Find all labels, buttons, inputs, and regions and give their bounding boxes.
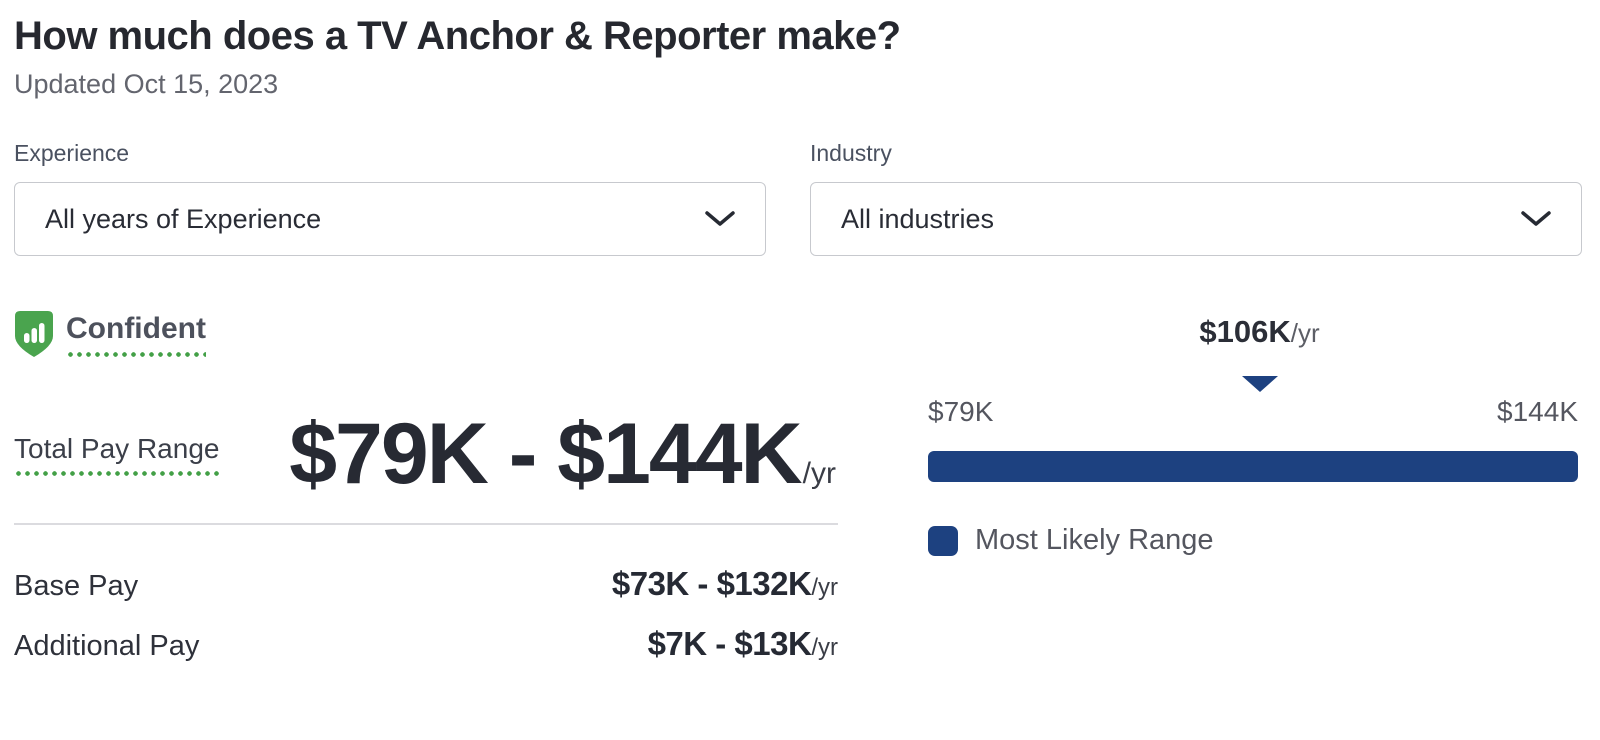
total-pay-range-label[interactable]: Total Pay Range [14,432,220,476]
experience-select[interactable]: All years of Experience [14,182,766,256]
updated-date: Updated Oct 15, 2023 [14,69,279,99]
chart-median-area: $106K/yr [928,314,1578,396]
range-axis-labels: $79K $144K [928,396,1578,428]
chevron-down-icon [705,211,735,226]
legend-swatch-icon [928,525,958,556]
confidence-label: Confident [66,311,206,357]
pay-range-chart-panel: $106K/yr $79K $144K Most Likely Range [928,310,1578,663]
range-min-label: $79K [928,396,994,427]
range-max-label: $144K [1497,396,1578,427]
industry-select[interactable]: All industries [810,182,1582,256]
experience-filter: Experience All years of Experience [14,140,766,256]
additional-pay-label: Additional Pay [14,630,200,662]
additional-pay-row: Additional Pay $7K - $13K/yr [14,625,838,663]
industry-label: Industry [810,140,892,166]
additional-pay-period: /yr [811,634,838,661]
total-pay-amount: $79K - $144K [289,406,802,502]
base-pay-row: Base Pay $73K - $132K/yr [14,565,838,603]
experience-label: Experience [14,140,130,166]
median-marker-icon [1241,376,1278,392]
total-pay-period: /yr [802,457,836,490]
main-content: Confident Total Pay Range $79K - $144K/y… [14,310,1586,663]
base-pay-label: Base Pay [14,570,139,602]
median-pay-label: $106K/yr [1199,314,1319,350]
industry-select-value: All industries [841,203,995,234]
median-pay-amount: $106K [1199,314,1291,349]
chart-legend: Most Likely Range [928,524,1578,557]
base-pay-value: $73K - $132K/yr [612,565,838,603]
legend-label: Most Likely Range [975,524,1214,556]
base-pay-period: /yr [811,574,838,601]
confidence-shield-icon [15,311,53,357]
experience-select-value: All years of Experience [45,203,322,234]
median-pay-period: /yr [1290,318,1320,348]
salary-widget: How much does a TV Anchor & Reporter mak… [14,12,1586,663]
additional-pay-value: $7K - $13K/yr [648,625,838,663]
header: How much does a TV Anchor & Reporter mak… [14,12,1586,100]
additional-pay-amount: $7K - $13K [647,625,812,662]
divider [14,523,838,525]
filters-row: Experience All years of Experience Indus… [14,140,1586,256]
page-title: How much does a TV Anchor & Reporter mak… [14,14,901,58]
pay-summary-panel: Confident Total Pay Range $79K - $144K/y… [14,310,838,663]
confidence-badge[interactable]: Confident [14,310,206,358]
pay-range-bar [928,451,1578,482]
total-pay-row: Total Pay Range $79K - $144K/yr [14,411,838,497]
chevron-down-icon [1521,211,1551,226]
industry-filter: Industry All industries [810,140,1582,256]
pay-range-chart: $106K/yr $79K $144K Most Likely Range [928,314,1578,557]
total-pay-range-value: $79K - $144K/yr [289,411,836,497]
base-pay-amount: $73K - $132K [611,565,812,602]
